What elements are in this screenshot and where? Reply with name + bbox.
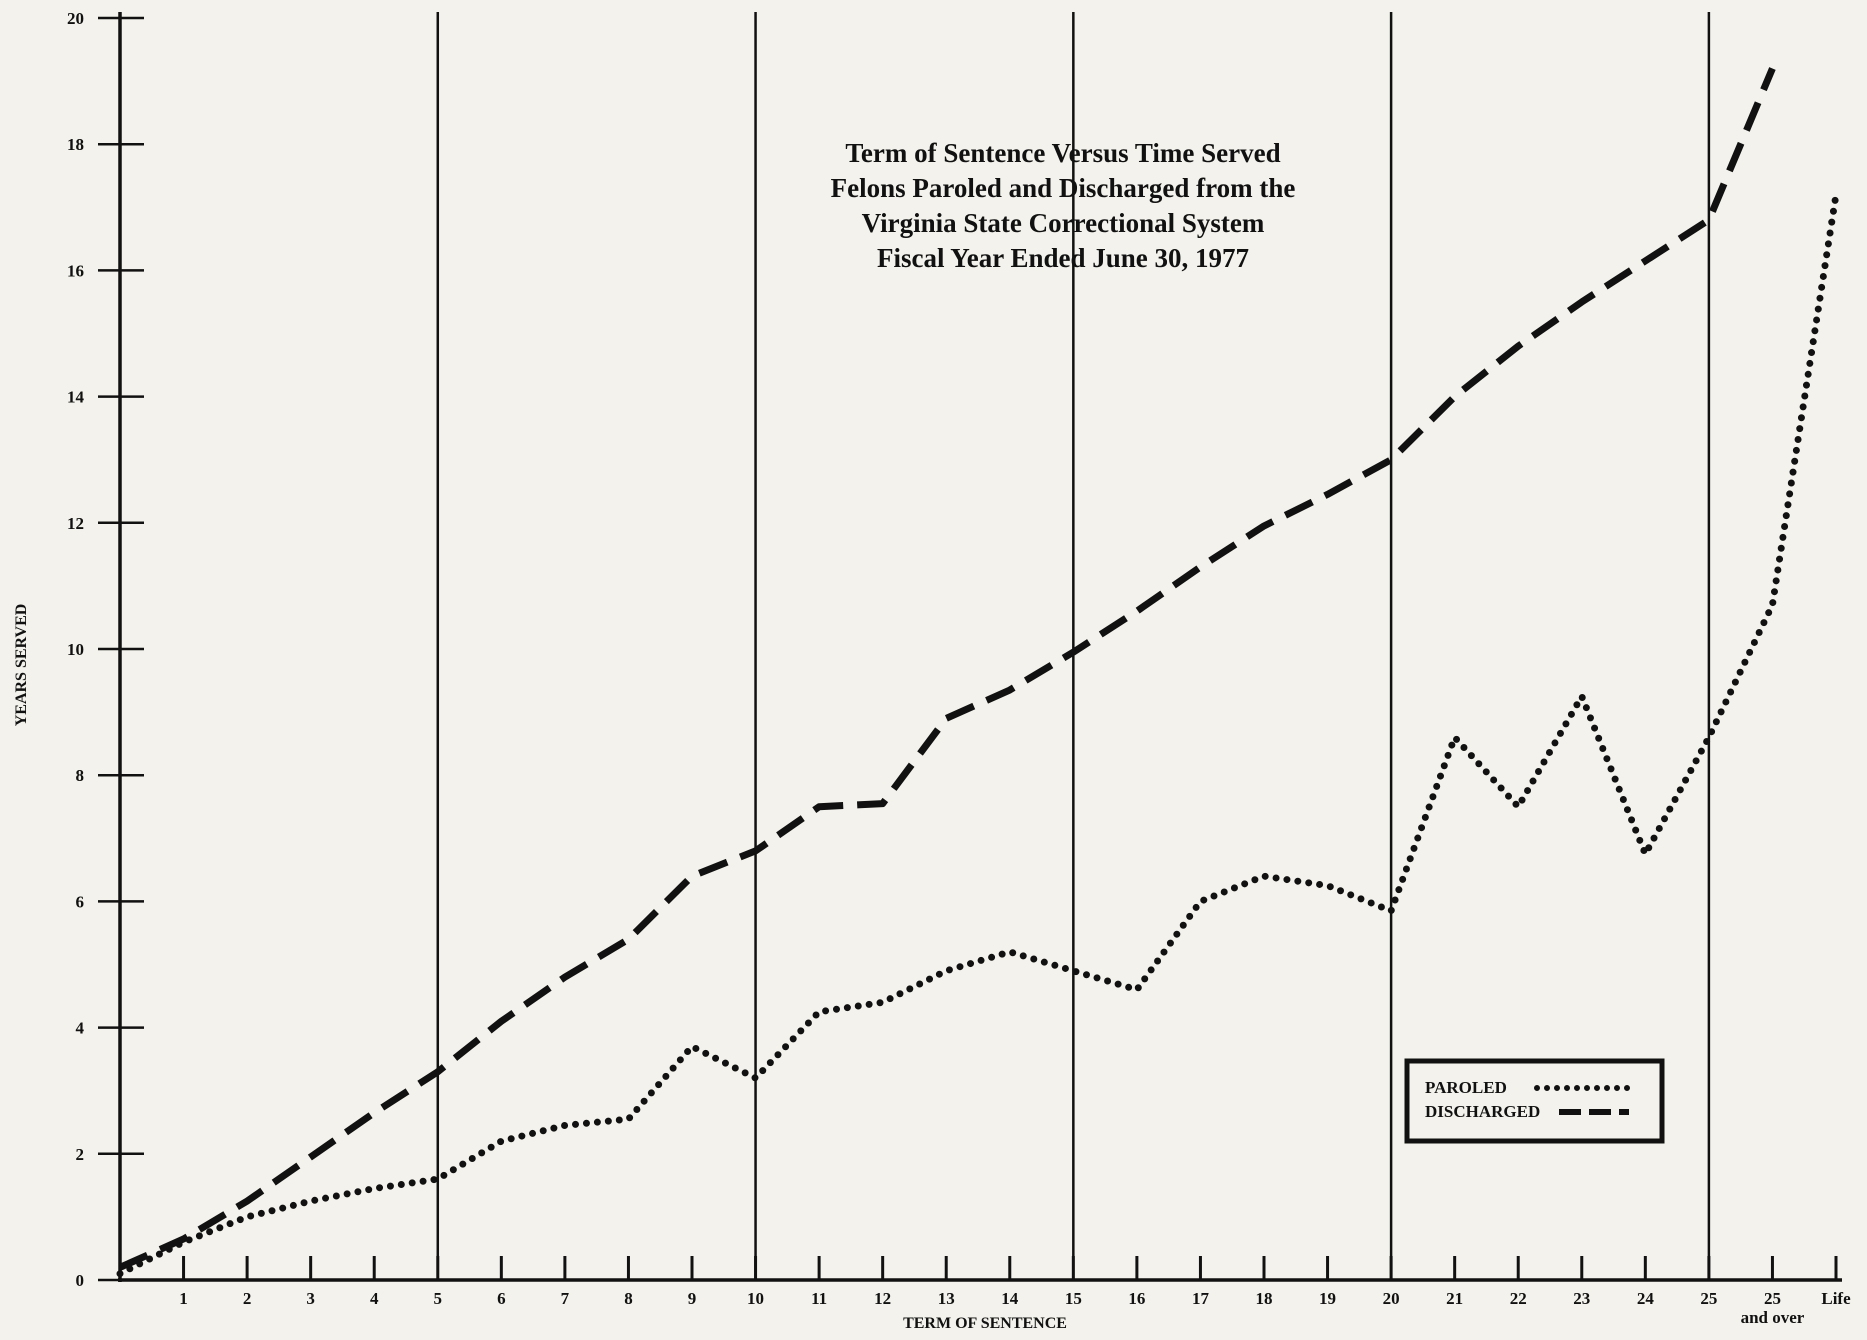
- chart-title-line-4: Fiscal Year Ended June 30, 1977: [877, 243, 1249, 273]
- legend: PAROLED DISCHARGED: [1407, 1061, 1662, 1141]
- y-tick-label-0: 0: [76, 1271, 85, 1290]
- x-tick-label-24: 24: [1637, 1289, 1655, 1308]
- legend-label-paroled: PAROLED: [1425, 1078, 1507, 1097]
- y-tick-label-12: 12: [67, 514, 84, 533]
- y-tick-label-10: 10: [67, 640, 84, 659]
- x-tick-label-20: 20: [1383, 1289, 1400, 1308]
- x-tick-sublabel-26: and over: [1741, 1308, 1805, 1327]
- x-tick-label-27: Life: [1821, 1289, 1851, 1308]
- x-tick-label-3: 3: [306, 1289, 315, 1308]
- legend-box: [1407, 1061, 1662, 1141]
- y-tick-label-2: 2: [76, 1145, 85, 1164]
- x-tick-label-5: 5: [434, 1289, 443, 1308]
- x-tick-label-25: 25: [1700, 1289, 1717, 1308]
- legend-label-discharged: DISCHARGED: [1425, 1102, 1540, 1121]
- x-tick-label-14: 14: [1001, 1289, 1019, 1308]
- x-tick-label-23: 23: [1573, 1289, 1590, 1308]
- y-tick-label-6: 6: [76, 892, 85, 911]
- y-tick-label-4: 4: [76, 1019, 85, 1038]
- x-tick-label-7: 7: [561, 1289, 570, 1308]
- x-tick-label-8: 8: [624, 1289, 633, 1308]
- chart-title-line-2: Felons Paroled and Discharged from the: [831, 173, 1296, 203]
- y-tick-label-16: 16: [67, 261, 84, 280]
- x-tick-label-2: 2: [243, 1289, 252, 1308]
- x-tick-label-10: 10: [747, 1289, 764, 1308]
- x-tick-label-16: 16: [1128, 1289, 1145, 1308]
- y-tick-label-18: 18: [67, 135, 84, 154]
- x-tick-label-18: 18: [1256, 1289, 1273, 1308]
- x-tick-label-17: 17: [1192, 1289, 1210, 1308]
- chart-title: Term of Sentence Versus Time Served Felon…: [831, 138, 1296, 273]
- x-tick-label-13: 13: [938, 1289, 955, 1308]
- x-tick-label-9: 9: [688, 1289, 697, 1308]
- y-tick-label-20: 20: [67, 9, 84, 28]
- x-tick-label-11: 11: [811, 1289, 827, 1308]
- x-tick-label-12: 12: [874, 1289, 891, 1308]
- y-tick-label-8: 8: [76, 766, 85, 785]
- x-tick-label-26: 25: [1764, 1289, 1781, 1308]
- x-axis-title: TERM OF SENTENCE: [903, 1315, 1067, 1332]
- y-axis-title: YEARS SERVED: [13, 604, 30, 727]
- chart-title-line-3: Virginia State Correctional System: [862, 208, 1265, 238]
- x-tick-label-22: 22: [1510, 1289, 1527, 1308]
- x-tick-label-6: 6: [497, 1289, 506, 1308]
- x-tick-label-4: 4: [370, 1289, 379, 1308]
- x-tick-label-15: 15: [1065, 1289, 1082, 1308]
- x-tick-label-21: 21: [1446, 1289, 1463, 1308]
- y-tick-label-14: 14: [67, 388, 85, 407]
- chart-title-line-1: Term of Sentence Versus Time Served: [845, 138, 1280, 168]
- x-tick-label-1: 1: [179, 1289, 188, 1308]
- x-tick-label-19: 19: [1319, 1289, 1336, 1308]
